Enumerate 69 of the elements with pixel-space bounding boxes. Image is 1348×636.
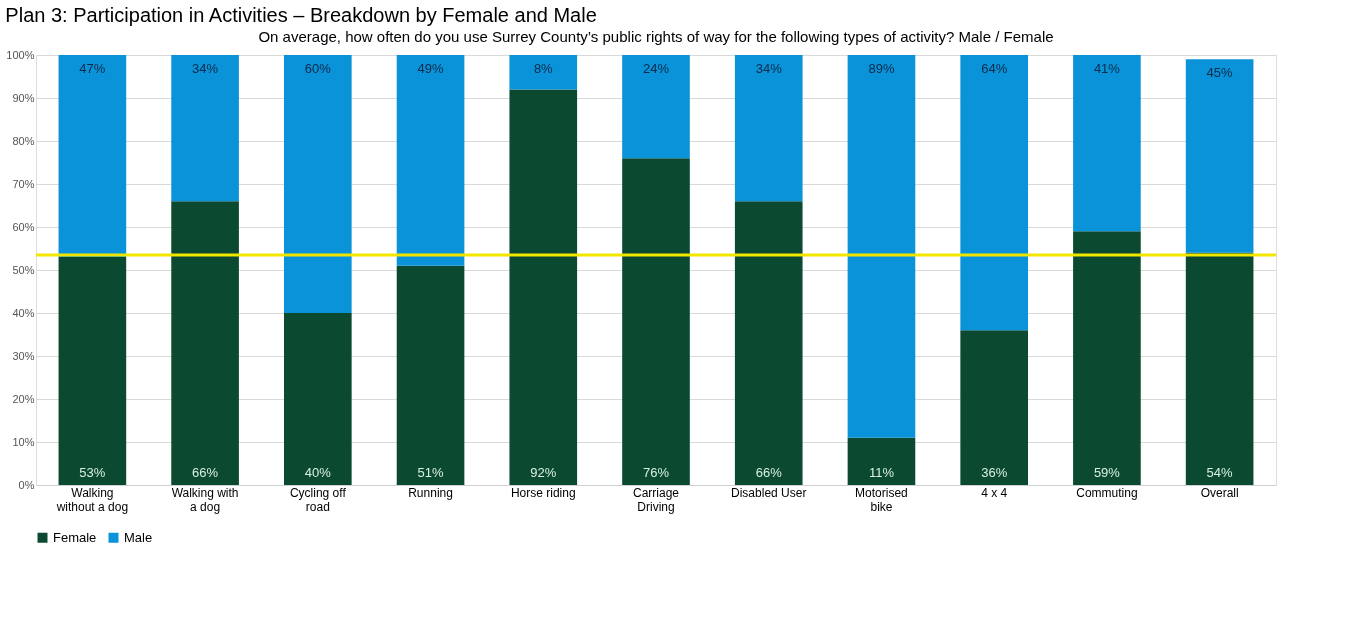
- data-label: 51%: [417, 465, 444, 480]
- data-label: 66%: [192, 465, 219, 480]
- y-tick-label: 70%: [12, 177, 35, 190]
- x-tick-label: Walking with a dog: [171, 485, 239, 514]
- data-label: 64%: [981, 61, 1008, 76]
- data-label: 66%: [755, 465, 783, 480]
- data-label: 45%: [1206, 65, 1234, 81]
- bar: [171, 55, 239, 202]
- y-tick-label: 80%: [12, 134, 35, 147]
- data-label: 8%: [533, 61, 554, 76]
- data-label: 11%: [868, 465, 895, 480]
- y-tick-label: 90%: [12, 91, 35, 104]
- legend-label: Female: [53, 529, 97, 545]
- bar: [509, 55, 578, 90]
- data-label: 34%: [192, 61, 219, 76]
- chart-subtitle: On average, how often do you use Surrey County’s public rights of way for the following types of activity? Male / Female: [258, 28, 1054, 45]
- data-label: 76%: [642, 465, 670, 480]
- bar: [622, 158, 690, 485]
- y-tick-label: 100%: [6, 48, 35, 61]
- legend-label: Male: [124, 529, 153, 545]
- data-label: 54%: [1206, 465, 1234, 480]
- data-label: 47%: [79, 61, 106, 76]
- bar: [960, 55, 1028, 331]
- bar: [734, 55, 803, 202]
- x-tick-label: Overall: [1200, 485, 1239, 500]
- y-tick-label: 30%: [12, 349, 35, 362]
- x-tick-label: Walking without a dog: [55, 485, 129, 514]
- bar: [284, 55, 352, 313]
- data-label: 24%: [642, 61, 670, 76]
- bar: [58, 55, 127, 258]
- x-tick-label: Motorised bike: [855, 485, 908, 514]
- bar: [960, 330, 1028, 485]
- bar: [847, 437, 916, 485]
- y-tick-label: 60%: [12, 220, 35, 233]
- x-tick-label: Carriage Driving: [632, 485, 680, 514]
- x-tick-label: Running: [408, 485, 453, 500]
- data-label: 49%: [417, 61, 444, 76]
- bar: [171, 201, 239, 485]
- data-label: 60%: [304, 61, 332, 76]
- x-tick-label: 4 x 4: [981, 485, 1008, 500]
- chart-title: Plan 3: Participation in Activities – Breakdown by Female and Male: [5, 3, 597, 26]
- data-label: 41%: [1093, 61, 1121, 76]
- bar: [1073, 55, 1141, 232]
- bar: [58, 257, 127, 485]
- y-tick-label: 40%: [12, 306, 35, 319]
- y-tick-label: 20%: [12, 392, 35, 405]
- data-label: 89%: [868, 61, 895, 76]
- y-tick-label: 10%: [12, 435, 35, 448]
- data-label: 34%: [755, 61, 783, 76]
- bar: [396, 265, 465, 485]
- bar: [847, 55, 916, 438]
- data-label: 53%: [79, 465, 106, 480]
- bar: [509, 89, 578, 485]
- bar: [734, 201, 803, 485]
- data-label: 36%: [981, 465, 1008, 480]
- bar: [396, 55, 465, 266]
- bar: [622, 55, 690, 159]
- x-tick-label: Commuting: [1076, 485, 1138, 500]
- x-tick-label: Horse riding: [510, 485, 576, 500]
- data-label: 92%: [530, 465, 557, 480]
- x-tick-label: Cycling off road: [289, 485, 347, 514]
- data-label: 40%: [304, 465, 332, 480]
- y-tick-label: 0%: [18, 478, 35, 491]
- data-label: 59%: [1093, 465, 1121, 480]
- bar: [284, 313, 352, 485]
- x-tick-label: Disabled User: [731, 485, 807, 500]
- bar: [1185, 59, 1254, 253]
- y-tick-label: 50%: [12, 263, 35, 276]
- bar: [1073, 231, 1141, 485]
